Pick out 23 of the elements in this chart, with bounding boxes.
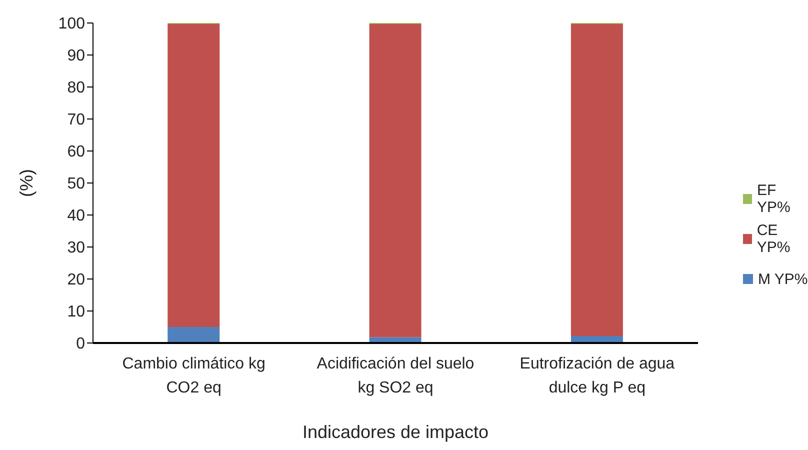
y-tick-label: 60 — [67, 144, 86, 161]
bar — [369, 24, 422, 338]
legend-label: M YP% — [758, 270, 808, 288]
y-tick-label: 90 — [67, 48, 86, 65]
y-tick-label: 100 — [58, 16, 86, 33]
x-axis-title: Indicadores de impacto — [302, 422, 489, 442]
y-tick-label: 70 — [67, 112, 86, 129]
x-tick-label: Acidificación del suelo kg SO2 eq — [316, 355, 474, 396]
y-tick-label: 10 — [67, 304, 86, 321]
y-tick-label: 50 — [67, 176, 86, 193]
legend-label: EF YP% — [757, 182, 792, 216]
y-tick-label: 40 — [67, 208, 86, 225]
y-axis-title: (%) — [16, 169, 36, 197]
y-tick-label: 80 — [67, 80, 86, 97]
x-tick-label: Eutrofización de agua dulce kg P eq — [520, 355, 675, 396]
y-tick-label: 20 — [67, 272, 86, 289]
bar — [168, 327, 220, 343]
x-tick-label: Cambio climático kg CO2 eq — [122, 355, 266, 396]
y-tick-label: 0 — [76, 336, 86, 353]
y-tick-label: 30 — [67, 240, 86, 257]
bar — [570, 24, 623, 336]
bar — [168, 24, 220, 327]
legend-label: CE YP% — [756, 222, 792, 256]
